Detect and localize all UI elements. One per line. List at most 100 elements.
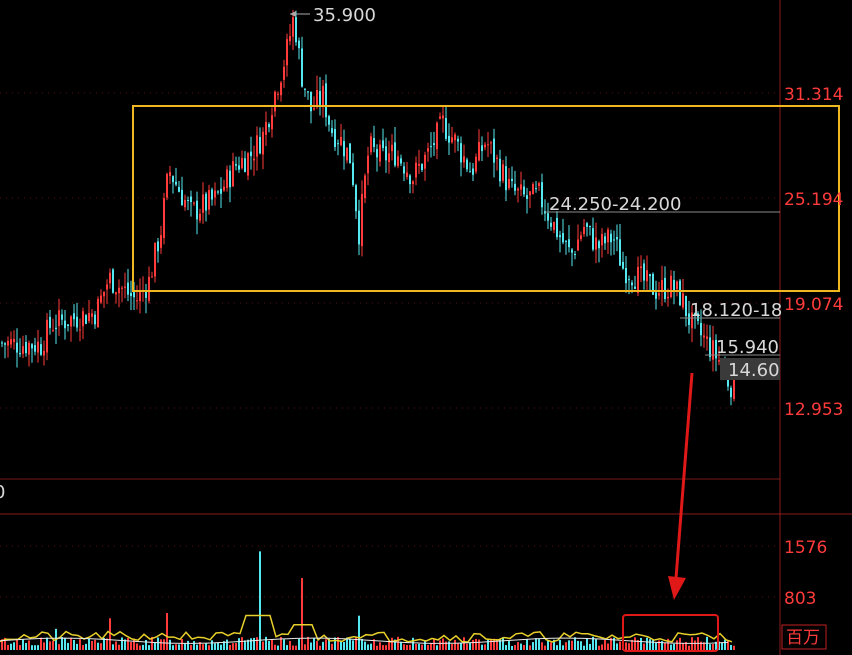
volume-bar — [310, 642, 312, 650]
candle-body — [658, 293, 660, 296]
candle-body — [550, 222, 552, 227]
candle-body — [247, 153, 249, 176]
candle-body — [214, 190, 216, 198]
candle-body — [706, 336, 708, 339]
volume-bar — [658, 640, 660, 650]
volume-bar — [88, 638, 90, 650]
candle-body — [520, 184, 522, 190]
volume-bar — [58, 644, 60, 650]
candle-body — [652, 273, 654, 295]
candle-body — [676, 281, 678, 290]
volume-bar — [217, 642, 219, 650]
volume-bar — [538, 639, 540, 650]
candle-body — [463, 156, 465, 163]
candle-body — [349, 143, 351, 164]
candle-body — [307, 91, 309, 93]
candle-body — [166, 173, 168, 198]
volume-bar — [631, 639, 633, 650]
volume-bar — [568, 640, 570, 650]
volume-bar — [208, 645, 210, 650]
candle-body — [577, 239, 579, 251]
candle-body — [436, 122, 438, 150]
volume-bar — [322, 641, 324, 650]
candle-body — [19, 353, 21, 355]
candle-body — [598, 241, 600, 249]
candle-body — [727, 373, 729, 387]
candle-body — [451, 137, 453, 143]
candle-body — [364, 175, 366, 199]
high-label: 35.900 — [313, 5, 376, 26]
volume-bar — [238, 638, 240, 650]
volume-bar — [367, 644, 369, 650]
volume-bar — [517, 642, 519, 650]
candle-body — [196, 200, 198, 220]
volume-bar — [28, 640, 30, 650]
volume-bar — [628, 643, 630, 650]
candle-body — [358, 210, 360, 245]
volume-bar — [175, 644, 177, 650]
candle-body — [16, 342, 18, 353]
volume-bar — [655, 642, 657, 650]
volume-bar — [457, 643, 459, 650]
volume-bar — [604, 640, 606, 650]
volume-bar — [328, 638, 330, 650]
volume-bar — [49, 641, 51, 650]
volume-bar — [76, 643, 78, 650]
candle-body — [265, 121, 267, 135]
candle-body — [73, 313, 75, 320]
candle-body — [691, 312, 693, 329]
volume-bar — [349, 638, 351, 650]
candle-body — [613, 239, 615, 241]
zone-a-label: 24.250-24.200 — [549, 194, 681, 215]
candle-body — [541, 182, 543, 208]
candle-body — [172, 176, 174, 183]
candle-body — [337, 143, 339, 145]
candle-body — [379, 144, 381, 162]
candle-body — [478, 142, 480, 161]
candle-body — [361, 193, 363, 247]
volume-bars — [0, 551, 735, 650]
volume-ma-line-white — [0, 637, 729, 644]
candle-body — [370, 136, 372, 153]
volume-bar — [532, 642, 534, 650]
candle-body — [439, 116, 441, 119]
volume-bar — [46, 637, 48, 650]
volume-bar — [442, 638, 444, 650]
volume-bar — [220, 644, 222, 650]
volume-bar — [250, 638, 252, 650]
candle-body — [298, 40, 300, 49]
volume-bar — [667, 638, 669, 650]
candle-body — [538, 183, 540, 187]
candle-body — [526, 195, 528, 199]
volume-tick-1: 1576 — [784, 538, 827, 558]
volume-bar — [409, 644, 411, 650]
volume-bar — [13, 642, 15, 650]
volume-bar — [106, 638, 108, 650]
volume-bar — [304, 644, 306, 650]
candle-body — [205, 193, 207, 211]
volume-bar — [505, 645, 507, 650]
candle-body — [184, 199, 186, 208]
volume-bar — [382, 645, 384, 650]
volume-bar — [715, 641, 717, 650]
candle-body — [202, 194, 204, 213]
candle-body — [430, 146, 432, 148]
candle-body — [610, 233, 612, 243]
volume-bar — [229, 644, 231, 650]
candle-body — [274, 91, 276, 112]
volume-bar — [586, 638, 588, 650]
volume-bar — [160, 639, 162, 650]
volume-bar — [493, 638, 495, 650]
candle-body — [211, 189, 213, 200]
candle-body — [286, 39, 288, 66]
candle-body — [52, 330, 54, 332]
volume-bar — [313, 637, 315, 650]
candle-body — [82, 311, 84, 327]
volume-ma-line — [0, 614, 733, 643]
candle-body — [673, 279, 675, 292]
candle-body — [448, 135, 450, 143]
volume-bar — [709, 644, 711, 650]
volume-bar — [589, 643, 591, 650]
volume-bar — [451, 644, 453, 650]
candle-body — [67, 324, 69, 327]
